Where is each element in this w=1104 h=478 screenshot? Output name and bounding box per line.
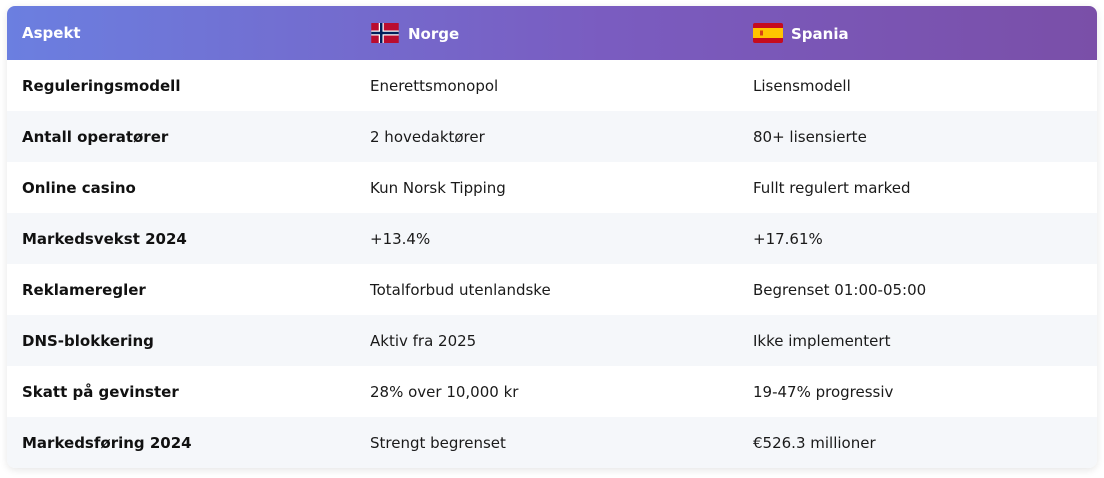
row-norway: Aktiv fra 2025 — [370, 331, 477, 350]
row-aspect: Online casino — [22, 178, 136, 197]
row-aspect: Markedsvekst 2024 — [22, 229, 187, 248]
row-aspect: Markedsføring 2024 — [22, 433, 192, 452]
spain-flag-icon — [753, 23, 783, 43]
row-norway: Totalforbud utenlandske — [370, 280, 551, 299]
table-body: Reguleringsmodell Enerettsmonopol Lisens… — [7, 60, 1097, 468]
row-aspect: Skatt på gevinster — [22, 382, 179, 401]
table-row: Reguleringsmodell Enerettsmonopol Lisens… — [7, 60, 1097, 111]
table-row: Antall operatører 2 hovedaktører 80+ lis… — [7, 111, 1097, 162]
table-row: Reklameregler Totalforbud utenlandske Be… — [7, 264, 1097, 315]
comparison-table: Aspekt Norge — [7, 6, 1097, 468]
row-norway: Strengt begrenset — [370, 433, 506, 452]
row-spain: Begrenset 01:00-05:00 — [753, 280, 927, 299]
header-aspect: Aspekt — [7, 6, 369, 60]
row-spain: €526.3 millioner — [753, 433, 876, 452]
row-spain: Lisensmodell — [753, 76, 851, 95]
row-spain: +17.61% — [753, 229, 823, 248]
norway-flag-icon — [370, 23, 400, 43]
table-row: Online casino Kun Norsk Tipping Fullt re… — [7, 162, 1097, 213]
row-aspect: DNS-blokkering — [22, 331, 154, 350]
table-header: Aspekt Norge — [7, 6, 1097, 60]
row-norway: 2 hovedaktører — [370, 127, 485, 146]
header-row: Aspekt Norge — [7, 6, 1097, 60]
row-aspect: Reklameregler — [22, 280, 146, 299]
header-aspect-label: Aspekt — [22, 24, 81, 42]
header-norway-label: Norge — [408, 25, 460, 43]
table-row: DNS-blokkering Aktiv fra 2025 Ikke imple… — [7, 315, 1097, 366]
table-row: Markedsvekst 2024 +13.4% +17.61% — [7, 213, 1097, 264]
row-norway: Kun Norsk Tipping — [370, 178, 506, 197]
header-spain-label: Spania — [791, 25, 849, 43]
row-spain: 80+ lisensierte — [753, 127, 867, 146]
comparison-table-container: Aspekt Norge — [7, 6, 1097, 468]
row-spain: 19-47% progressiv — [753, 382, 894, 401]
table-row: Markedsføring 2024 Strengt begrenset €52… — [7, 417, 1097, 468]
row-spain: Ikke implementert — [753, 331, 891, 350]
table-row: Skatt på gevinster 28% over 10,000 kr 19… — [7, 366, 1097, 417]
row-norway: Enerettsmonopol — [370, 76, 499, 95]
row-norway: 28% over 10,000 kr — [370, 382, 519, 401]
header-norway: Norge — [369, 6, 753, 60]
row-norway: +13.4% — [370, 229, 431, 248]
header-spain: Spania — [753, 6, 1097, 60]
row-aspect: Antall operatører — [22, 127, 169, 146]
row-spain: Fullt regulert marked — [753, 178, 911, 197]
row-aspect: Reguleringsmodell — [22, 76, 181, 95]
